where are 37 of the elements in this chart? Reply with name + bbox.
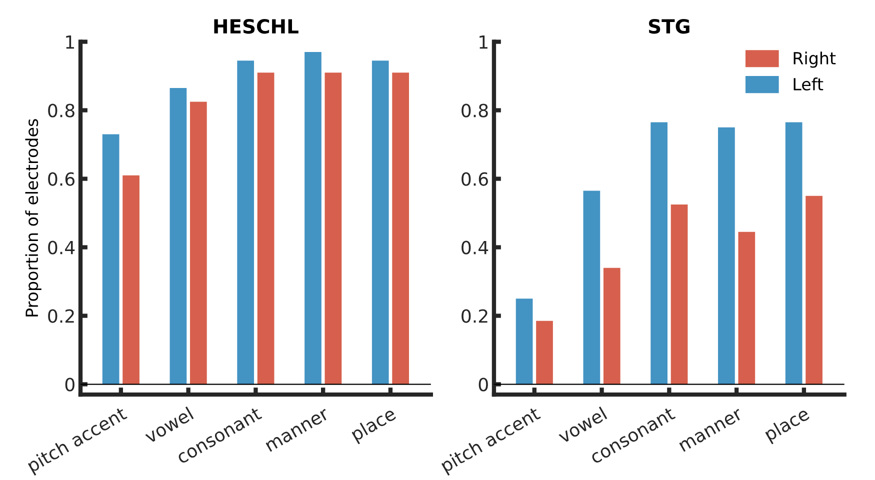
y-tick-label: 0.2: [48, 309, 74, 323]
y-tick-label: 0.8: [48, 104, 74, 118]
bar: [583, 190, 600, 384]
y-tick-label: 0.8: [462, 104, 488, 118]
y-tick-label: 0.6: [48, 172, 75, 186]
bar: [785, 122, 802, 384]
bar: [806, 196, 822, 384]
bar: [516, 298, 533, 384]
bar: [738, 232, 756, 384]
y-tick-label: 1: [480, 35, 488, 49]
y-tick-label: 0: [65, 378, 74, 392]
bar: [603, 268, 620, 384]
y-tick-label: 1: [66, 35, 74, 49]
bar: [536, 320, 553, 384]
y-tick-label: 0.4: [48, 240, 75, 254]
legend-label: Right: [794, 52, 836, 68]
y-tick-label: 0.2: [462, 309, 488, 323]
legend-label: Left: [794, 78, 824, 90]
bar: [237, 60, 254, 384]
y-tick-label: 0.4: [462, 240, 488, 254]
bar: [122, 175, 140, 384]
bar: [718, 127, 735, 384]
y-tick-label: 0.6: [462, 172, 488, 186]
bar: [102, 134, 120, 384]
bar: [257, 72, 274, 384]
y-axis-title: Proportion of electrodes: [25, 119, 42, 316]
bar: [190, 102, 207, 384]
y-tick-label: 0: [478, 378, 488, 392]
chart-title: HESCHL: [214, 18, 298, 34]
chart-title: STG: [648, 18, 690, 34]
bar: [372, 60, 389, 384]
bar: [650, 122, 668, 384]
bar: [304, 52, 322, 384]
bar: [392, 72, 409, 384]
bar: [670, 204, 688, 384]
bar: [170, 88, 187, 384]
bar: [324, 72, 342, 384]
